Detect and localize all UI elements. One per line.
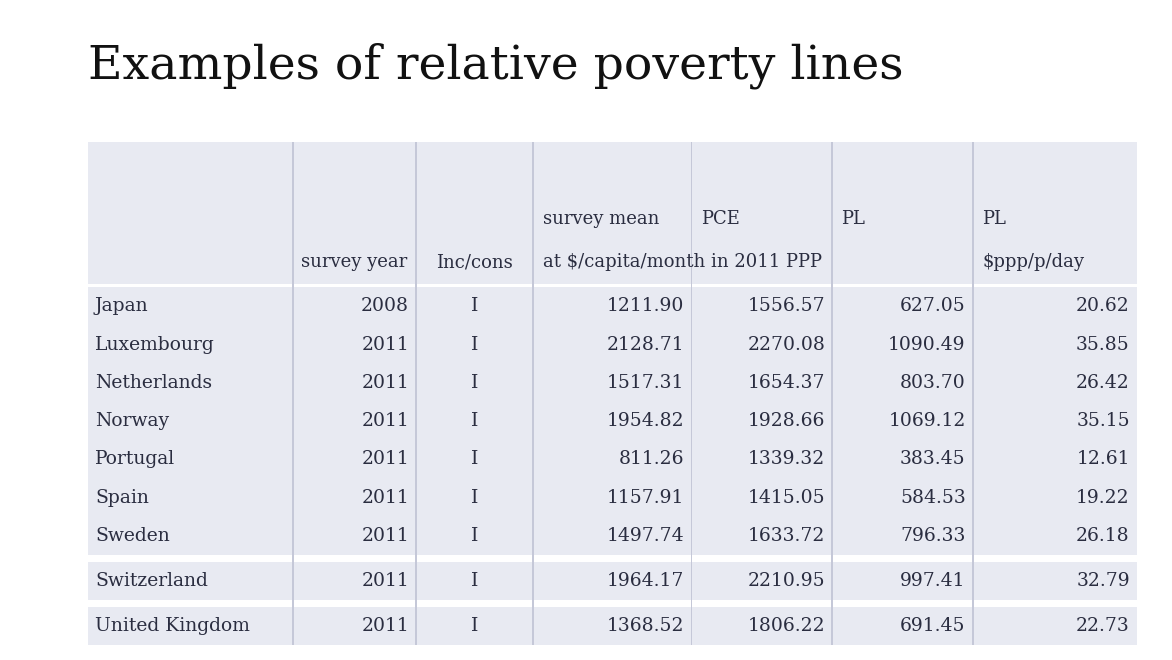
Text: 26.18: 26.18 — [1076, 527, 1130, 545]
Text: 811.26: 811.26 — [619, 450, 684, 469]
Text: survey mean: survey mean — [543, 211, 659, 228]
Text: 1339.32: 1339.32 — [748, 450, 825, 469]
Bar — [88, 287, 1137, 325]
Text: I: I — [471, 450, 478, 469]
Text: 796.33: 796.33 — [900, 527, 966, 545]
Text: PL: PL — [841, 211, 865, 228]
Text: 1497.74: 1497.74 — [607, 527, 684, 545]
Text: 20.62: 20.62 — [1076, 297, 1130, 315]
Bar — [292, 142, 294, 645]
Text: 26.42: 26.42 — [1076, 374, 1130, 392]
Text: I: I — [471, 374, 478, 392]
Text: I: I — [471, 297, 478, 315]
Text: 2011: 2011 — [361, 412, 409, 430]
Text: Luxembourg: Luxembourg — [95, 335, 214, 354]
Text: 1211.90: 1211.90 — [607, 297, 684, 315]
Text: Portugal: Portugal — [95, 450, 175, 469]
Text: I: I — [471, 412, 478, 430]
Text: PCE: PCE — [701, 211, 740, 228]
Text: United Kingdom: United Kingdom — [95, 616, 250, 635]
Text: 2008: 2008 — [361, 297, 409, 315]
Text: 627.05: 627.05 — [900, 297, 966, 315]
Text: 1517.31: 1517.31 — [607, 374, 684, 392]
Bar — [532, 142, 534, 645]
Text: 2011: 2011 — [361, 572, 409, 590]
Text: 1964.17: 1964.17 — [607, 572, 684, 590]
Text: 1157.91: 1157.91 — [607, 488, 684, 507]
Bar — [415, 142, 417, 645]
Text: 803.70: 803.70 — [900, 374, 966, 392]
Text: 1090.49: 1090.49 — [888, 335, 966, 354]
Text: 1654.37: 1654.37 — [748, 374, 825, 392]
Text: 1069.12: 1069.12 — [888, 412, 966, 430]
Text: 584.53: 584.53 — [900, 488, 966, 507]
Text: Switzerland: Switzerland — [95, 572, 207, 590]
Text: 691.45: 691.45 — [900, 616, 966, 635]
Text: 2011: 2011 — [361, 374, 409, 392]
Text: 383.45: 383.45 — [900, 450, 966, 469]
Text: 1633.72: 1633.72 — [748, 527, 825, 545]
Text: 12.61: 12.61 — [1076, 450, 1130, 469]
Bar — [972, 142, 974, 645]
Text: Netherlands: Netherlands — [95, 374, 212, 392]
Bar — [88, 517, 1137, 555]
Text: I: I — [471, 616, 478, 635]
Text: Inc/cons: Inc/cons — [436, 253, 513, 271]
Text: 35.85: 35.85 — [1076, 335, 1130, 354]
Text: 2011: 2011 — [361, 488, 409, 507]
Text: Japan: Japan — [95, 297, 149, 315]
Text: Spain: Spain — [95, 488, 149, 507]
Text: 2011: 2011 — [361, 616, 409, 635]
Bar — [88, 478, 1137, 517]
Text: Examples of relative poverty lines: Examples of relative poverty lines — [88, 43, 904, 89]
Bar — [88, 562, 1137, 600]
Bar — [88, 440, 1137, 478]
Text: Norway: Norway — [95, 412, 169, 430]
Bar — [88, 607, 1137, 645]
Bar — [88, 142, 1137, 198]
Text: I: I — [471, 572, 478, 590]
Text: I: I — [471, 527, 478, 545]
Text: Sweden: Sweden — [95, 527, 170, 545]
Text: 2128.71: 2128.71 — [607, 335, 684, 354]
Text: survey year: survey year — [301, 253, 408, 271]
Text: 1415.05: 1415.05 — [748, 488, 825, 507]
Bar — [88, 325, 1137, 364]
Text: 2270.08: 2270.08 — [748, 335, 825, 354]
Text: 1954.82: 1954.82 — [607, 412, 684, 430]
Text: $ppp/p/day: $ppp/p/day — [982, 253, 1084, 271]
Bar — [88, 241, 1137, 284]
Bar — [88, 402, 1137, 440]
Text: 32.79: 32.79 — [1076, 572, 1130, 590]
Text: 22.73: 22.73 — [1076, 616, 1130, 635]
Text: 2011: 2011 — [361, 527, 409, 545]
Text: 1928.66: 1928.66 — [748, 412, 825, 430]
Text: 2011: 2011 — [361, 335, 409, 354]
Text: 997.41: 997.41 — [900, 572, 966, 590]
Bar — [88, 198, 1137, 241]
Bar — [88, 364, 1137, 402]
Text: I: I — [471, 488, 478, 507]
Text: at $/capita/month in 2011 PPP: at $/capita/month in 2011 PPP — [543, 253, 822, 271]
Text: I: I — [471, 335, 478, 354]
Text: 2011: 2011 — [361, 450, 409, 469]
Text: 1806.22: 1806.22 — [748, 616, 825, 635]
Text: 19.22: 19.22 — [1076, 488, 1130, 507]
Text: 1368.52: 1368.52 — [607, 616, 684, 635]
Text: 1556.57: 1556.57 — [748, 297, 825, 315]
Text: 2210.95: 2210.95 — [748, 572, 825, 590]
Bar — [831, 142, 833, 645]
Bar — [690, 142, 693, 645]
Text: PL: PL — [982, 211, 1006, 228]
Text: 35.15: 35.15 — [1076, 412, 1130, 430]
